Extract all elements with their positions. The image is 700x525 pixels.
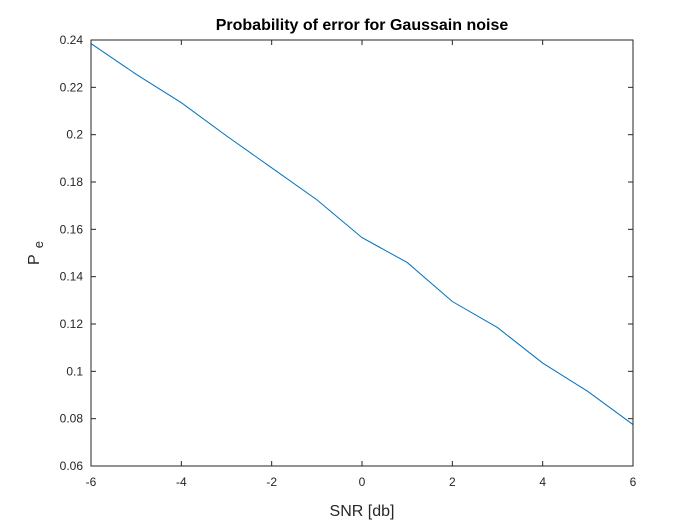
series-line xyxy=(90,43,634,425)
y-tick-label: 0.1 xyxy=(66,364,83,378)
x-tick-label: 6 xyxy=(630,475,637,489)
y-tick-label: 0.12 xyxy=(60,317,84,331)
y-tick-label: 0.16 xyxy=(60,222,84,236)
y-axis-label: P e xyxy=(26,241,46,265)
y-tick-label: 0.2 xyxy=(66,128,83,142)
x-tick-labels: -6 -4 -2 0 2 4 6 xyxy=(86,475,637,489)
x-tick-label: 2 xyxy=(449,475,456,489)
y-tick-label: 0.14 xyxy=(60,270,84,284)
y-tick-label: 0.06 xyxy=(60,459,84,473)
y-tick-labels: 0.06 0.08 0.1 0.12 0.14 0.16 0.18 0.2 0.22 0.24 xyxy=(60,33,84,473)
y-tick-label: 0.08 xyxy=(60,412,84,426)
y-tick-label: 0.24 xyxy=(60,33,84,47)
y-axis-label-main: P xyxy=(26,255,43,265)
x-tick-label: 4 xyxy=(539,475,546,489)
x-tick-label: 0 xyxy=(359,475,366,489)
y-tick-label: 0.22 xyxy=(60,80,84,94)
plot-frame xyxy=(90,39,634,467)
y-tick-label: 0.18 xyxy=(60,175,84,189)
series-lines xyxy=(90,43,634,425)
y-axis-label-subscript: e xyxy=(31,241,46,248)
plot-area xyxy=(91,40,633,466)
x-tick-label: -6 xyxy=(86,475,97,489)
x-tick-label: -2 xyxy=(266,475,277,489)
x-tick-label: -4 xyxy=(176,475,187,489)
chart-title: Probability of error for Gaussain noise xyxy=(216,17,509,34)
x-axis-label: SNR [db] xyxy=(330,503,395,520)
